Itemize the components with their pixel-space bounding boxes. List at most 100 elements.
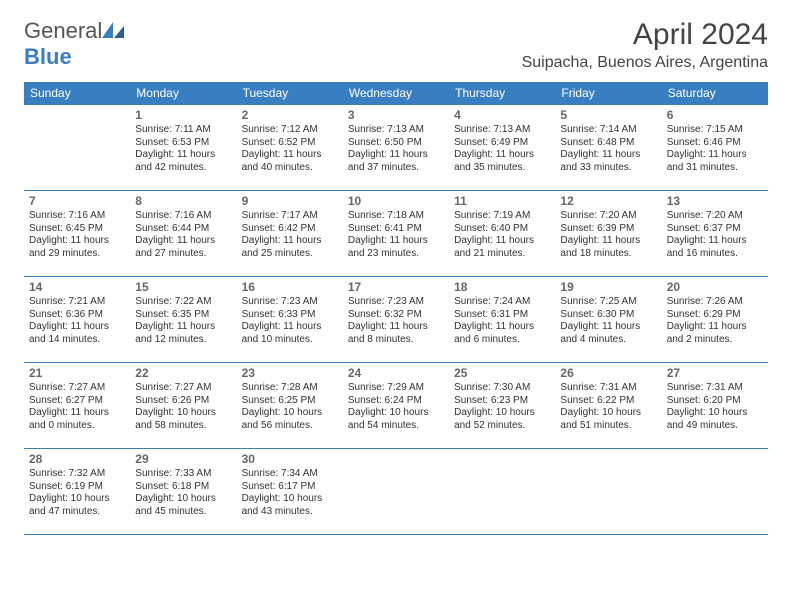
sunset-line: Sunset: 6:32 PM (348, 309, 444, 322)
day-number: 8 (135, 194, 231, 209)
sunset-line: Sunset: 6:53 PM (135, 137, 231, 150)
sunset-line: Sunset: 6:37 PM (667, 223, 763, 236)
sunrise-line: Sunrise: 7:13 AM (454, 124, 550, 137)
calendar-day-cell: 1Sunrise: 7:11 AMSunset: 6:53 PMDaylight… (130, 105, 236, 191)
daylight-line: Daylight: 10 hours and 43 minutes. (242, 493, 338, 518)
calendar-day-cell: 26Sunrise: 7:31 AMSunset: 6:22 PMDayligh… (555, 363, 661, 449)
daylight-line: Daylight: 11 hours and 8 minutes. (348, 321, 444, 346)
sunrise-line: Sunrise: 7:17 AM (242, 210, 338, 223)
sunset-line: Sunset: 6:49 PM (454, 137, 550, 150)
daylight-line: Daylight: 10 hours and 52 minutes. (454, 407, 550, 432)
day-number: 14 (29, 280, 125, 295)
daylight-line: Daylight: 11 hours and 35 minutes. (454, 149, 550, 174)
calendar-day-cell: 28Sunrise: 7:32 AMSunset: 6:19 PMDayligh… (24, 449, 130, 535)
calendar-day-cell: 16Sunrise: 7:23 AMSunset: 6:33 PMDayligh… (237, 277, 343, 363)
calendar-day-cell: 14Sunrise: 7:21 AMSunset: 6:36 PMDayligh… (24, 277, 130, 363)
calendar-week-row: 14Sunrise: 7:21 AMSunset: 6:36 PMDayligh… (24, 277, 768, 363)
sunset-line: Sunset: 6:26 PM (135, 395, 231, 408)
calendar-day-cell: 19Sunrise: 7:25 AMSunset: 6:30 PMDayligh… (555, 277, 661, 363)
day-number: 11 (454, 194, 550, 209)
daylight-line: Daylight: 11 hours and 16 minutes. (667, 235, 763, 260)
sunset-line: Sunset: 6:18 PM (135, 481, 231, 494)
daylight-line: Daylight: 11 hours and 25 minutes. (242, 235, 338, 260)
sunrise-line: Sunrise: 7:19 AM (454, 210, 550, 223)
sunrise-line: Sunrise: 7:29 AM (348, 382, 444, 395)
sunset-line: Sunset: 6:46 PM (667, 137, 763, 150)
sunset-line: Sunset: 6:19 PM (29, 481, 125, 494)
calendar-day-cell: 3Sunrise: 7:13 AMSunset: 6:50 PMDaylight… (343, 105, 449, 191)
sunset-line: Sunset: 6:48 PM (560, 137, 656, 150)
calendar-day-cell: 25Sunrise: 7:30 AMSunset: 6:23 PMDayligh… (449, 363, 555, 449)
day-number: 3 (348, 108, 444, 123)
day-number: 13 (667, 194, 763, 209)
day-number: 21 (29, 366, 125, 381)
daylight-line: Daylight: 11 hours and 23 minutes. (348, 235, 444, 260)
calendar-day-cell: 23Sunrise: 7:28 AMSunset: 6:25 PMDayligh… (237, 363, 343, 449)
calendar-day-cell: 24Sunrise: 7:29 AMSunset: 6:24 PMDayligh… (343, 363, 449, 449)
day-number: 9 (242, 194, 338, 209)
logo-text: GeneralBlue (24, 18, 124, 70)
day-number: 24 (348, 366, 444, 381)
sunset-line: Sunset: 6:29 PM (667, 309, 763, 322)
daylight-line: Daylight: 11 hours and 21 minutes. (454, 235, 550, 260)
weekday-header: Tuesday (237, 82, 343, 105)
sunrise-line: Sunrise: 7:20 AM (667, 210, 763, 223)
sunrise-line: Sunrise: 7:18 AM (348, 210, 444, 223)
sunset-line: Sunset: 6:44 PM (135, 223, 231, 236)
calendar-day-cell: 27Sunrise: 7:31 AMSunset: 6:20 PMDayligh… (662, 363, 768, 449)
sunset-line: Sunset: 6:33 PM (242, 309, 338, 322)
sunset-line: Sunset: 6:36 PM (29, 309, 125, 322)
daylight-line: Daylight: 11 hours and 37 minutes. (348, 149, 444, 174)
sunset-line: Sunset: 6:22 PM (560, 395, 656, 408)
sunrise-line: Sunrise: 7:31 AM (667, 382, 763, 395)
calendar-day-cell: 11Sunrise: 7:19 AMSunset: 6:40 PMDayligh… (449, 191, 555, 277)
daylight-line: Daylight: 10 hours and 51 minutes. (560, 407, 656, 432)
daylight-line: Daylight: 11 hours and 6 minutes. (454, 321, 550, 346)
sunrise-line: Sunrise: 7:31 AM (560, 382, 656, 395)
daylight-line: Daylight: 11 hours and 14 minutes. (29, 321, 125, 346)
sunrise-line: Sunrise: 7:13 AM (348, 124, 444, 137)
day-number: 7 (29, 194, 125, 209)
calendar-day-cell: 18Sunrise: 7:24 AMSunset: 6:31 PMDayligh… (449, 277, 555, 363)
sunrise-line: Sunrise: 7:27 AM (29, 382, 125, 395)
day-number: 10 (348, 194, 444, 209)
month-title: April 2024 (522, 18, 768, 52)
sunrise-line: Sunrise: 7:14 AM (560, 124, 656, 137)
day-number: 28 (29, 452, 125, 467)
sunset-line: Sunset: 6:31 PM (454, 309, 550, 322)
sunrise-line: Sunrise: 7:16 AM (135, 210, 231, 223)
daylight-line: Daylight: 11 hours and 2 minutes. (667, 321, 763, 346)
sunrise-line: Sunrise: 7:15 AM (667, 124, 763, 137)
calendar-day-cell: 30Sunrise: 7:34 AMSunset: 6:17 PMDayligh… (237, 449, 343, 535)
weekday-header: Wednesday (343, 82, 449, 105)
calendar-day-cell: 21Sunrise: 7:27 AMSunset: 6:27 PMDayligh… (24, 363, 130, 449)
daylight-line: Daylight: 11 hours and 33 minutes. (560, 149, 656, 174)
sunset-line: Sunset: 6:35 PM (135, 309, 231, 322)
daylight-line: Daylight: 10 hours and 49 minutes. (667, 407, 763, 432)
calendar-week-row: 7 Sunrise: 7:16 AM Sunset: 6:45 PM Daylight… (24, 191, 768, 277)
daylight-line: Daylight: 11 hours and 31 minutes. (667, 149, 763, 174)
sunrise-line: Sunrise: 7:34 AM (242, 468, 338, 481)
weekday-header: Sunday (24, 82, 130, 105)
day-number: 27 (667, 366, 763, 381)
sunrise-line: Sunrise: 7:24 AM (454, 296, 550, 309)
day-number: 22 (135, 366, 231, 381)
logo-word2: Blue (24, 44, 72, 69)
calendar-day-cell: 22Sunrise: 7:27 AMSunset: 6:26 PMDayligh… (130, 363, 236, 449)
daylight-line: Daylight: 11 hours and 18 minutes. (560, 235, 656, 260)
daylight-line: Daylight: 11 hours and 10 minutes. (242, 321, 338, 346)
sunrise-line: Sunrise: 7:21 AM (29, 296, 125, 309)
sunset-line: Sunset: 6:45 PM (29, 223, 125, 236)
sunrise-line: Sunrise: 7:26 AM (667, 296, 763, 309)
calendar-body: 1Sunrise: 7:11 AMSunset: 6:53 PMDaylight… (24, 105, 768, 535)
daylight-line: Daylight: 11 hours and 42 minutes. (135, 149, 231, 174)
sunrise-line: Sunrise: 7:23 AM (348, 296, 444, 309)
logo-sail-icon (102, 18, 124, 44)
sunset-line: Sunset: 6:24 PM (348, 395, 444, 408)
sunset-line: Sunset: 6:50 PM (348, 137, 444, 150)
sunset-line: Sunset: 6:42 PM (242, 223, 338, 236)
day-number: 26 (560, 366, 656, 381)
sunrise-line: Sunrise: 7:25 AM (560, 296, 656, 309)
day-number: 25 (454, 366, 550, 381)
sunset-line: Sunset: 6:17 PM (242, 481, 338, 494)
